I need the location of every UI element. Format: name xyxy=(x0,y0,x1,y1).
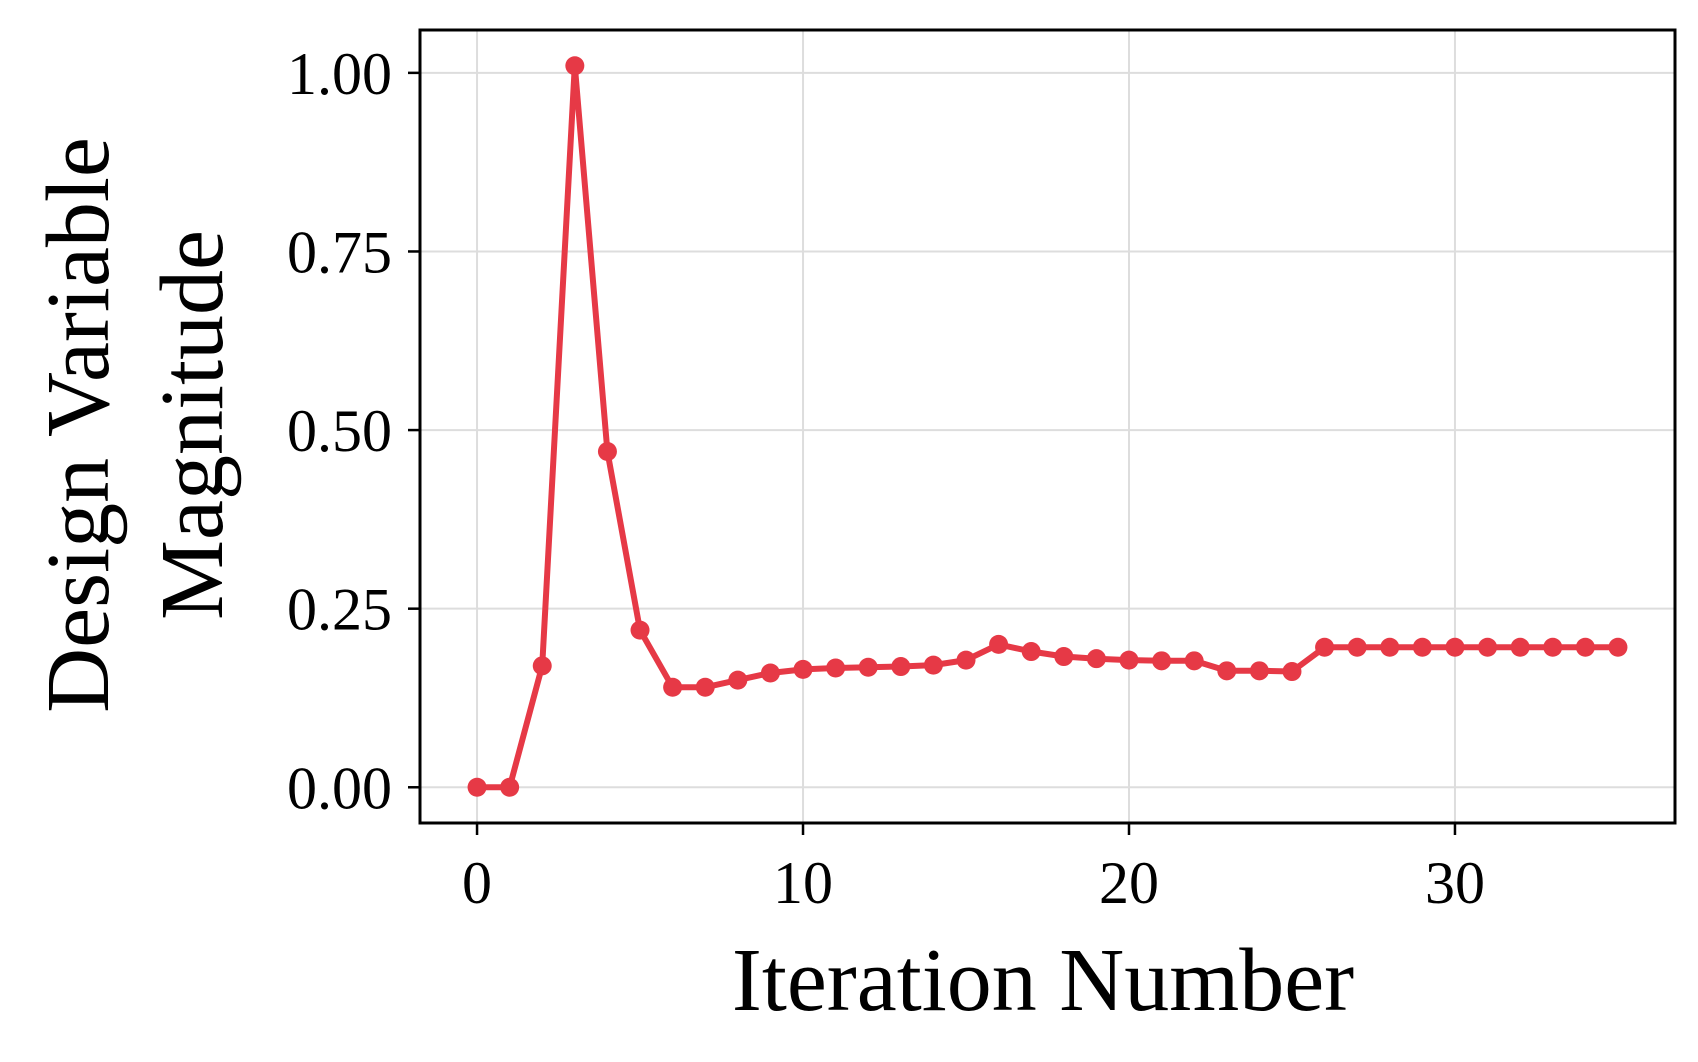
data-point xyxy=(1086,649,1106,669)
y-axis-title: Design Variable Magnitude xyxy=(29,137,242,713)
data-point xyxy=(923,655,943,675)
data-point xyxy=(1184,651,1204,671)
y-axis-title-line-1: Design Variable xyxy=(29,137,128,713)
data-point xyxy=(1021,642,1041,662)
data-point xyxy=(1608,637,1628,657)
data-point xyxy=(1249,661,1269,681)
data-point xyxy=(1217,661,1237,681)
data-point xyxy=(467,777,487,797)
data-point xyxy=(695,677,715,697)
data-point xyxy=(565,56,585,76)
data-point xyxy=(1543,637,1563,657)
data-point xyxy=(989,634,1009,654)
y-tick-label: 0.00 xyxy=(287,755,392,821)
data-point xyxy=(1282,662,1302,682)
data-point xyxy=(1445,637,1465,657)
data-point xyxy=(500,777,520,797)
data-point xyxy=(793,659,813,679)
data-point xyxy=(760,663,780,683)
y-axis-title-line-2: Magnitude xyxy=(143,230,242,620)
data-point xyxy=(1478,637,1498,657)
data-point xyxy=(1347,637,1367,657)
plot-frame xyxy=(418,28,1677,825)
series xyxy=(467,56,1628,797)
data-point xyxy=(858,657,878,677)
data-point xyxy=(663,677,683,697)
data-point xyxy=(1315,637,1335,657)
y-axis: 0.00 0.25 0.50 0.75 1.00 xyxy=(287,41,420,821)
y-tick-label: 0.25 xyxy=(287,577,392,643)
y-tick-label: 1.00 xyxy=(287,41,392,107)
series-line xyxy=(477,62,1618,791)
data-point xyxy=(1412,637,1432,657)
x-tick-label: 0 xyxy=(462,850,492,916)
data-point xyxy=(1054,647,1074,667)
y-tick-label: 0.50 xyxy=(287,398,392,464)
data-point xyxy=(1152,651,1172,671)
data-point xyxy=(532,656,552,676)
x-tick-label: 30 xyxy=(1425,850,1485,916)
data-point xyxy=(1380,637,1400,657)
x-axis-title: Iteration Number xyxy=(732,931,1354,1030)
data-point xyxy=(891,657,911,677)
data-point xyxy=(1575,637,1595,657)
data-point xyxy=(597,442,617,462)
x-tick-label: 10 xyxy=(773,850,833,916)
x-axis: 0 10 20 30 xyxy=(462,823,1485,916)
data-point xyxy=(826,658,846,678)
grid xyxy=(420,30,1675,823)
y-tick-label: 0.75 xyxy=(287,219,392,285)
data-point xyxy=(630,620,650,640)
data-point xyxy=(728,670,748,690)
data-point xyxy=(1510,637,1530,657)
data-point xyxy=(1119,650,1139,670)
data-point xyxy=(956,650,976,670)
x-tick-label: 20 xyxy=(1099,850,1159,916)
